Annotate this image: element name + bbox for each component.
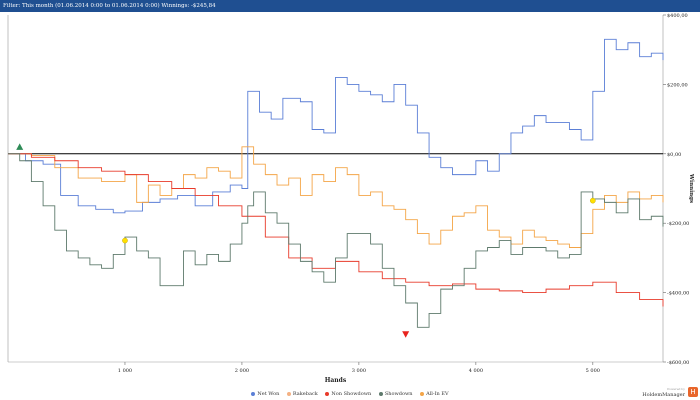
chart-series	[8, 38, 664, 328]
legend-swatch-all-in-ev	[420, 391, 425, 396]
chart-markers	[16, 143, 596, 338]
chart-axes: 1 000 2 000 3 000 4 000 5 000 $400,00 $200,00 $…	[7, 13, 694, 384]
y-axis-title: Winnings	[688, 173, 694, 203]
series-line-all-in-ev	[8, 146, 664, 248]
series-line-net-won	[8, 38, 664, 214]
y-tick-label: $200,00	[667, 82, 688, 88]
triangle-up-marker	[16, 143, 24, 150]
y-tick-label: -$400,00	[667, 291, 689, 297]
legend-label: Rakeback	[292, 391, 318, 397]
x-tick-label: 2 000	[235, 368, 249, 374]
yellow-dot-marker	[122, 237, 128, 244]
series-line-showdown	[8, 153, 664, 328]
brand-name: HoldemManager	[642, 392, 685, 398]
chart-legend: Net Won Rakeback Non Showdown Showdown A…	[0, 391, 700, 397]
powered-by-text: Powered by	[667, 387, 685, 391]
x-axis-title: Hands	[325, 377, 347, 384]
winnings-chart: 1 000 2 000 3 000 4 000 5 000 $400,00 $200,00 $…	[7, 13, 694, 384]
legend-item-all-in-ev[interactable]: All-In EV	[420, 391, 449, 397]
legend-label: Non Showdown	[331, 391, 372, 397]
legend-swatch-showdown	[378, 391, 383, 396]
y-tick-label: -$200,00	[667, 221, 689, 227]
x-tick-label: 1 000	[118, 368, 132, 374]
legend-label: Showdown	[384, 391, 413, 397]
branding: Powered by HoldemManager H	[642, 384, 698, 398]
filter-header: Filter: This month (01.06.2014 0:00 to 0…	[0, 0, 700, 12]
y-tick-label: $400,00	[667, 13, 688, 19]
legend-label: Net Won	[257, 391, 280, 397]
legend-item-showdown[interactable]: Showdown	[378, 391, 413, 397]
legend-item-rakeback[interactable]: Rakeback	[286, 391, 318, 397]
y-tick-label: -$600,00	[667, 360, 689, 366]
legend-swatch-rakeback	[286, 391, 291, 396]
holdem-manager-logo-icon: H	[688, 387, 698, 397]
x-tick-label: 4 000	[469, 368, 483, 374]
legend-swatch-net-won	[251, 391, 256, 396]
filter-text: Filter: This month (01.06.2014 0:00 to 0…	[3, 3, 216, 9]
yellow-dot-marker	[590, 197, 596, 204]
x-tick-label: 3 000	[352, 368, 366, 374]
triangle-down-marker	[402, 331, 410, 338]
legend-label: All-In EV	[426, 391, 449, 397]
legend-item-net-won[interactable]: Net Won	[251, 391, 279, 397]
x-tick-label: 5 000	[586, 368, 600, 374]
y-tick-label: $0,00	[667, 152, 681, 158]
legend-swatch-non-showdown	[325, 391, 330, 396]
legend-item-non-showdown[interactable]: Non Showdown	[325, 391, 371, 397]
